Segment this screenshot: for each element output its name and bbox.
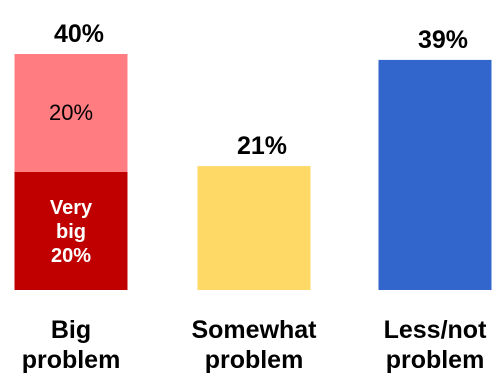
bars-layer [14,54,492,291]
total-value-label: 39% [418,26,468,54]
bar-segment [197,166,311,290]
category-label: Less/not problem [384,316,487,374]
category-label: Somewhat problem [191,316,317,374]
segment-label: Very big 20% [50,197,93,267]
category-label: Big problem [22,316,121,374]
total-value-label: 40% [54,20,104,48]
total-value-label: 21% [237,132,287,160]
bar-segment [14,54,128,172]
segment-label: 20% [49,100,93,125]
bar-segment [378,59,492,291]
labels-layer: Very big 20% 20% 40% Big problem 21% Somewhat pro… [22,20,487,374]
bar-segment [14,172,128,290]
